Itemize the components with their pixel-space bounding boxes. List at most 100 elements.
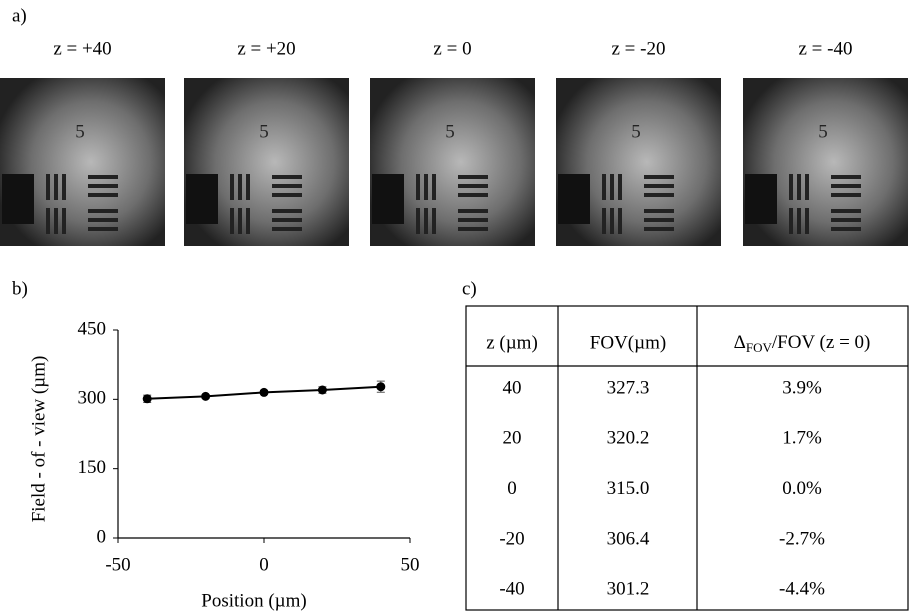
header-part: Δ [734, 332, 746, 353]
target-digit: 5 [259, 121, 269, 142]
target-bar [432, 208, 436, 234]
target-bar [272, 175, 302, 179]
microscope-image: 5 [556, 78, 721, 246]
table-cell: -20 [499, 528, 524, 549]
target-bar [644, 209, 674, 213]
table-cell: 0 [507, 478, 517, 499]
target-bar [88, 193, 118, 197]
target-square [372, 174, 404, 224]
header-subscript: FOV [746, 340, 773, 355]
target-bar [272, 227, 302, 231]
target-bar [618, 208, 622, 234]
panel-label: a) [12, 5, 27, 26]
table-header: ΔFOV/FOV (z = 0) [734, 332, 871, 355]
panel-label: b) [12, 278, 28, 299]
target-bar [602, 208, 606, 234]
target-square [558, 174, 590, 224]
target-bar [831, 184, 861, 188]
target-bar [272, 218, 302, 222]
target-bar [831, 218, 861, 222]
table-cell: 327.3 [607, 377, 650, 398]
target-bar [230, 174, 234, 200]
target-digit: 5 [445, 121, 455, 142]
panel-label: c) [462, 278, 477, 299]
y-tick-label: 150 [78, 457, 107, 478]
target-bar [610, 208, 614, 234]
x-tick-label: 0 [259, 554, 269, 575]
target-digit: 5 [818, 121, 828, 142]
y-axis-label: Field - of - view (µm) [28, 356, 49, 523]
target-bar [238, 208, 242, 234]
x-tick-label: 50 [401, 554, 420, 575]
y-tick-label: 300 [78, 388, 107, 409]
target-bar [602, 174, 606, 200]
x-axis-label: Position (µm) [201, 590, 306, 611]
image-title: z = +20 [237, 38, 295, 59]
target-bar [797, 208, 801, 234]
target-bar [458, 175, 488, 179]
target-bar [458, 193, 488, 197]
table-cell: 306.4 [607, 528, 650, 549]
data-point [376, 382, 386, 392]
table-header: z (µm) [486, 332, 538, 353]
microscope-image: 5 [743, 78, 908, 246]
target-bar [62, 208, 66, 234]
image-title: z = -20 [612, 38, 666, 59]
table-cell: -4.4% [779, 579, 825, 600]
target-bar [88, 218, 118, 222]
table-cell: 301.2 [607, 579, 650, 600]
table-cell: -2.7% [779, 528, 825, 549]
target-bar [54, 208, 58, 234]
table-cell: 40 [503, 377, 522, 398]
data-point [259, 387, 269, 397]
table-cell: 3.9% [782, 377, 822, 398]
x-tick-label: -50 [105, 554, 130, 575]
header-part: /FOV (z = 0) [772, 332, 871, 353]
target-bar [416, 208, 420, 234]
target-bar [805, 174, 809, 200]
target-bar [416, 174, 420, 200]
target-bar [644, 227, 674, 231]
target-bar [831, 209, 861, 213]
table-cell: 20 [503, 428, 522, 449]
target-bar [831, 175, 861, 179]
data-point [201, 391, 211, 401]
table-cell: 1.7% [782, 428, 822, 449]
target-bar [88, 227, 118, 231]
target-bar [458, 209, 488, 213]
target-bar [644, 175, 674, 179]
target-bar [238, 174, 242, 200]
target-bar [644, 218, 674, 222]
target-bar [62, 174, 66, 200]
target-bar [644, 193, 674, 197]
table-cell: 315.0 [607, 478, 650, 499]
target-bar [230, 208, 234, 234]
target-bar [831, 227, 861, 231]
target-bar [618, 174, 622, 200]
target-digit: 5 [631, 121, 641, 142]
table-border [465, 305, 909, 611]
target-bar [789, 208, 793, 234]
microscope-image: 5 [0, 78, 165, 246]
target-bar [458, 184, 488, 188]
target-bar [272, 209, 302, 213]
target-bar [610, 174, 614, 200]
target-bar [424, 174, 428, 200]
target-bar [88, 209, 118, 213]
target-bar [789, 174, 793, 200]
target-bar [831, 193, 861, 197]
y-tick-label: 450 [78, 318, 107, 339]
image-title: z = +40 [53, 38, 111, 59]
table-cell: -40 [499, 579, 524, 600]
target-bar [54, 174, 58, 200]
target-bar [458, 227, 488, 231]
table-cell: 320.2 [607, 428, 650, 449]
target-bar [272, 184, 302, 188]
image-title: z = 0 [433, 38, 471, 59]
target-bar [88, 184, 118, 188]
microscope-image: 5 [370, 78, 535, 246]
target-bar [797, 174, 801, 200]
target-square [745, 174, 777, 224]
target-bar [88, 175, 118, 179]
